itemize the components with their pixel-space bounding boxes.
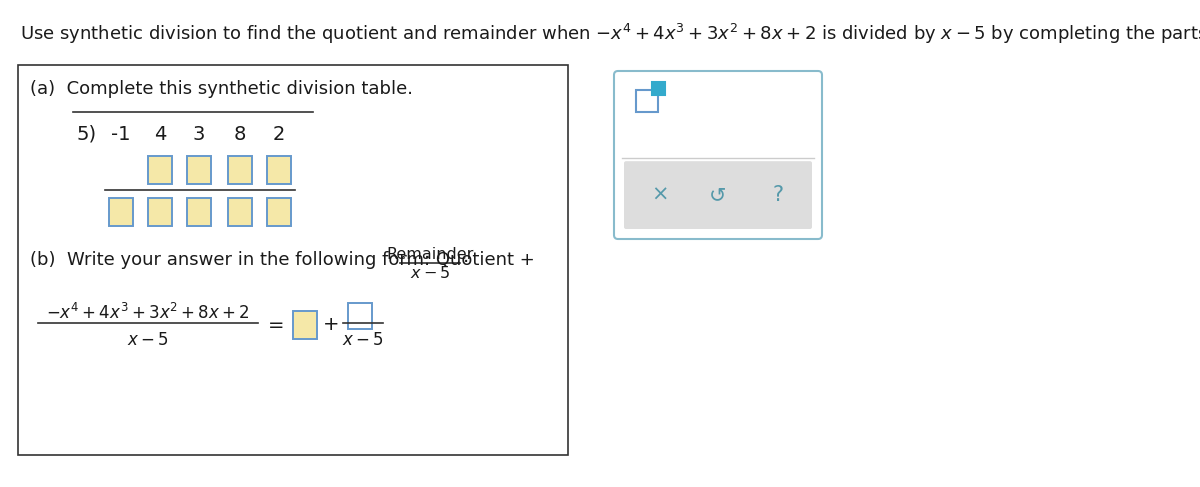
Text: Use synthetic division to find the quotient and remainder when $-x^4 + 4x^3 + 3x: Use synthetic division to find the quoti… (20, 22, 1200, 46)
Text: ?: ? (773, 185, 784, 205)
Text: -1: -1 (112, 125, 131, 144)
FancyBboxPatch shape (228, 156, 252, 184)
FancyBboxPatch shape (266, 156, 292, 184)
Text: $-x^4 + 4x^3 + 3x^2 + 8x + 2$: $-x^4 + 4x^3 + 3x^2 + 8x + 2$ (46, 303, 250, 323)
Text: $x - 5$: $x - 5$ (127, 331, 169, 349)
Text: 8: 8 (234, 125, 246, 144)
FancyBboxPatch shape (228, 198, 252, 226)
Text: (a)  Complete this synthetic division table.: (a) Complete this synthetic division tab… (30, 80, 413, 98)
Text: +: + (323, 316, 340, 335)
Bar (636, 90, 658, 112)
FancyBboxPatch shape (148, 198, 172, 226)
Text: 3: 3 (193, 125, 205, 144)
Text: $x-5$: $x-5$ (410, 265, 450, 281)
Bar (652, 82, 665, 95)
FancyBboxPatch shape (293, 311, 317, 339)
Text: (b)  Write your answer in the following form: Quotient +: (b) Write your answer in the following f… (30, 251, 535, 269)
FancyBboxPatch shape (187, 156, 211, 184)
FancyBboxPatch shape (109, 198, 133, 226)
Text: =: = (268, 316, 284, 335)
Text: 2: 2 (272, 125, 286, 144)
Text: .: . (463, 247, 469, 266)
Text: ↺: ↺ (709, 185, 727, 205)
FancyBboxPatch shape (614, 71, 822, 239)
Text: ×: × (652, 185, 668, 205)
Text: 4: 4 (154, 125, 166, 144)
FancyBboxPatch shape (624, 161, 812, 229)
FancyBboxPatch shape (187, 198, 211, 226)
FancyBboxPatch shape (266, 198, 292, 226)
Text: 5): 5) (76, 125, 96, 144)
Bar (18, 65, 568, 455)
FancyBboxPatch shape (348, 303, 372, 329)
Text: $x - 5$: $x - 5$ (342, 331, 384, 349)
FancyBboxPatch shape (148, 156, 172, 184)
Text: Remainder: Remainder (386, 247, 474, 262)
